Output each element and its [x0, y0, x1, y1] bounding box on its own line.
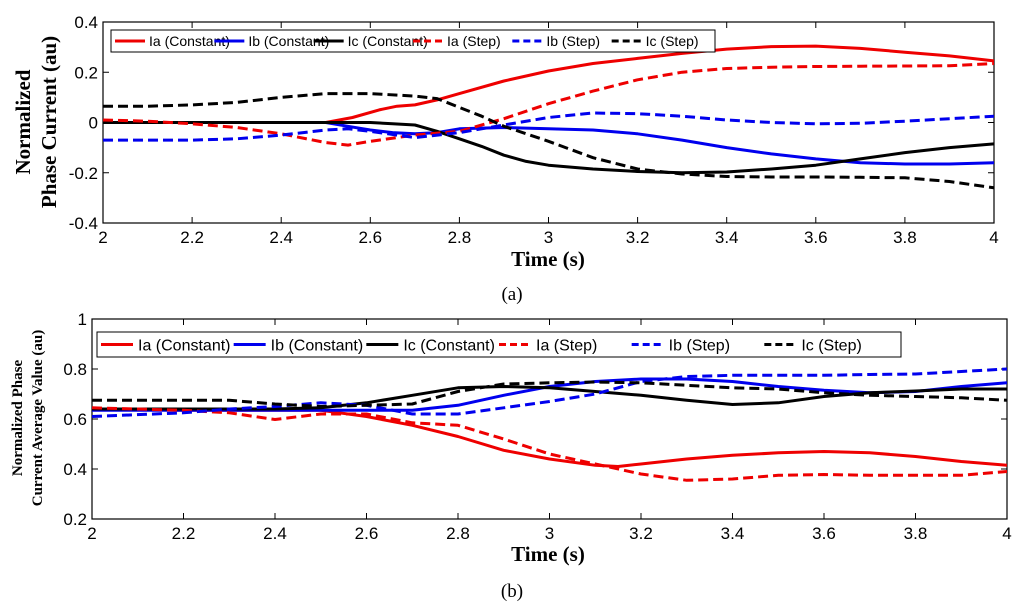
panel-a-x-tick-label: 3.8	[893, 228, 917, 247]
panel-a-y-tick-label: -0.4	[69, 214, 98, 233]
panel-a-y-axis-title-line2: Phase Current (au)	[37, 36, 61, 208]
panel-b-legend: Ia (Constant) Ib (Constant) Ic (Constant) I…	[96, 331, 902, 358]
panel-a-legend-label: Ic (Step)	[646, 33, 699, 49]
panel-a-series-line-5	[103, 111, 994, 142]
panel-b-x-tick-label: 2	[87, 524, 96, 543]
panel-b-legend-label: Ib (Step)	[669, 337, 730, 354]
panel-a-series	[103, 44, 994, 190]
panel-a-x-tick-label: 3.2	[626, 228, 650, 247]
panel-a-x-tick-label: 2.2	[180, 228, 204, 247]
panel-b-x-tick-label: 3.2	[629, 524, 653, 543]
panel-a-x-tick-label: 3.4	[715, 228, 739, 247]
panel-b-x-tick-label: 3.4	[721, 524, 745, 543]
panel-a-legend-label: Ia (Constant)	[149, 33, 230, 49]
panel-b-y-tick-label: 0.6	[63, 410, 87, 429]
panel-a-series-line-6	[103, 92, 994, 190]
panel-a-chart: 2 2.2 2.4 2.6 2.8 3 3.2 3.4 3.6 3.8 4 -0.4 -0.2 0 0.2 0…	[11, 13, 999, 305]
panel-a-caption: (a)	[501, 284, 522, 305]
panel-b-ticks: 2 2.2 2.4 2.6 2.8 3 3.2 3.4 3.6 3.8 4 0.2 0.4 0.6 0.8 1	[63, 310, 1011, 543]
panel-b-x-tick-label: 3.8	[904, 524, 928, 543]
panel-b-x-tick-label: 2.8	[446, 524, 470, 543]
panel-b-y-tick-label: 1	[78, 310, 87, 329]
panel-b-chart: 2 2.2 2.4 2.6 2.8 3 3.2 3.4 3.6 3.8 4 0.2 0.4 0.6 0.8 1…	[10, 310, 1012, 602]
panel-a-legend: Ia (Constant) Ib (Constant) Ic (Constant) I…	[110, 29, 716, 53]
panel-a-series-line-4	[103, 62, 994, 147]
panel-b-legend-label: Ic (Constant)	[403, 337, 495, 354]
panel-a-x-tick-label: 4	[989, 228, 998, 247]
panel-b-series-line-6	[92, 380, 1007, 408]
panel-b-x-tick-label: 2.2	[172, 524, 196, 543]
panel-a-x-tick-label: 2.8	[448, 228, 472, 247]
panel-b-x-tick-label: 3.6	[812, 524, 836, 543]
panel-a-series-line-1	[103, 44, 994, 124]
panel-a-legend-label: Ib (Constant)	[248, 33, 329, 49]
panel-a-y-axis-title-line1: Normalized	[11, 69, 35, 174]
panel-b-legend-label: Ia (Constant)	[138, 337, 230, 354]
panel-b-legend-label: Ia (Step)	[536, 337, 597, 354]
panel-a-x-tick-label: 2.6	[358, 228, 382, 247]
panel-a-y-tick-label: 0.4	[74, 13, 98, 32]
panel-b-x-tick-label: 3	[545, 524, 554, 543]
panel-a-y-tick-label: 0.2	[74, 63, 98, 82]
panel-a-y-tick-label: -0.2	[69, 164, 98, 183]
panel-a-x-tick-label: 3.6	[804, 228, 828, 247]
panel-b-x-tick-label: 2.4	[263, 524, 287, 543]
panel-a-series-line-3	[103, 121, 994, 175]
panel-a-legend-label: Ia (Step)	[447, 33, 501, 49]
panel-a-y-tick-label: 0	[89, 114, 98, 133]
panel-b-series-line-5	[92, 367, 1007, 418]
panel-a-x-tick-label: 2.4	[269, 228, 293, 247]
panel-a-ticks: 2 2.2 2.4 2.6 2.8 3 3.2 3.4 3.6 3.8 4 -0.4 -0.2 0 0.2 0…	[69, 13, 999, 247]
panel-b-x-tick-label: 2.6	[355, 524, 379, 543]
panel-b-caption: (b)	[501, 581, 523, 602]
panel-a-legend-label: Ic (Constant)	[348, 33, 428, 49]
panel-a-x-tick-label: 2	[98, 228, 107, 247]
panel-a-x-axis-title: Time (s)	[511, 247, 585, 271]
panel-a-x-tick-label: 3	[544, 228, 553, 247]
panel-b-series-line-4	[92, 406, 1007, 482]
panel-b-y-tick-label: 0.8	[63, 360, 87, 379]
panel-a-legend-label: Ib (Step)	[546, 33, 600, 49]
panel-b-y-axis-title-line1: Normalized Phase	[10, 360, 26, 477]
panel-b-series	[92, 367, 1007, 482]
panel-b-x-tick-label: 4	[1002, 524, 1011, 543]
panel-b-y-tick-label: 0.4	[63, 460, 87, 479]
panel-b-y-axis-title-line2: Current Average Value (au)	[30, 330, 46, 507]
panel-b-legend-label: Ic (Step)	[801, 337, 861, 354]
panel-b-y-tick-label: 0.2	[63, 510, 87, 529]
panel-b-legend-label: Ib (Constant)	[271, 337, 363, 354]
panel-b-x-axis-title: Time (s)	[511, 542, 585, 566]
